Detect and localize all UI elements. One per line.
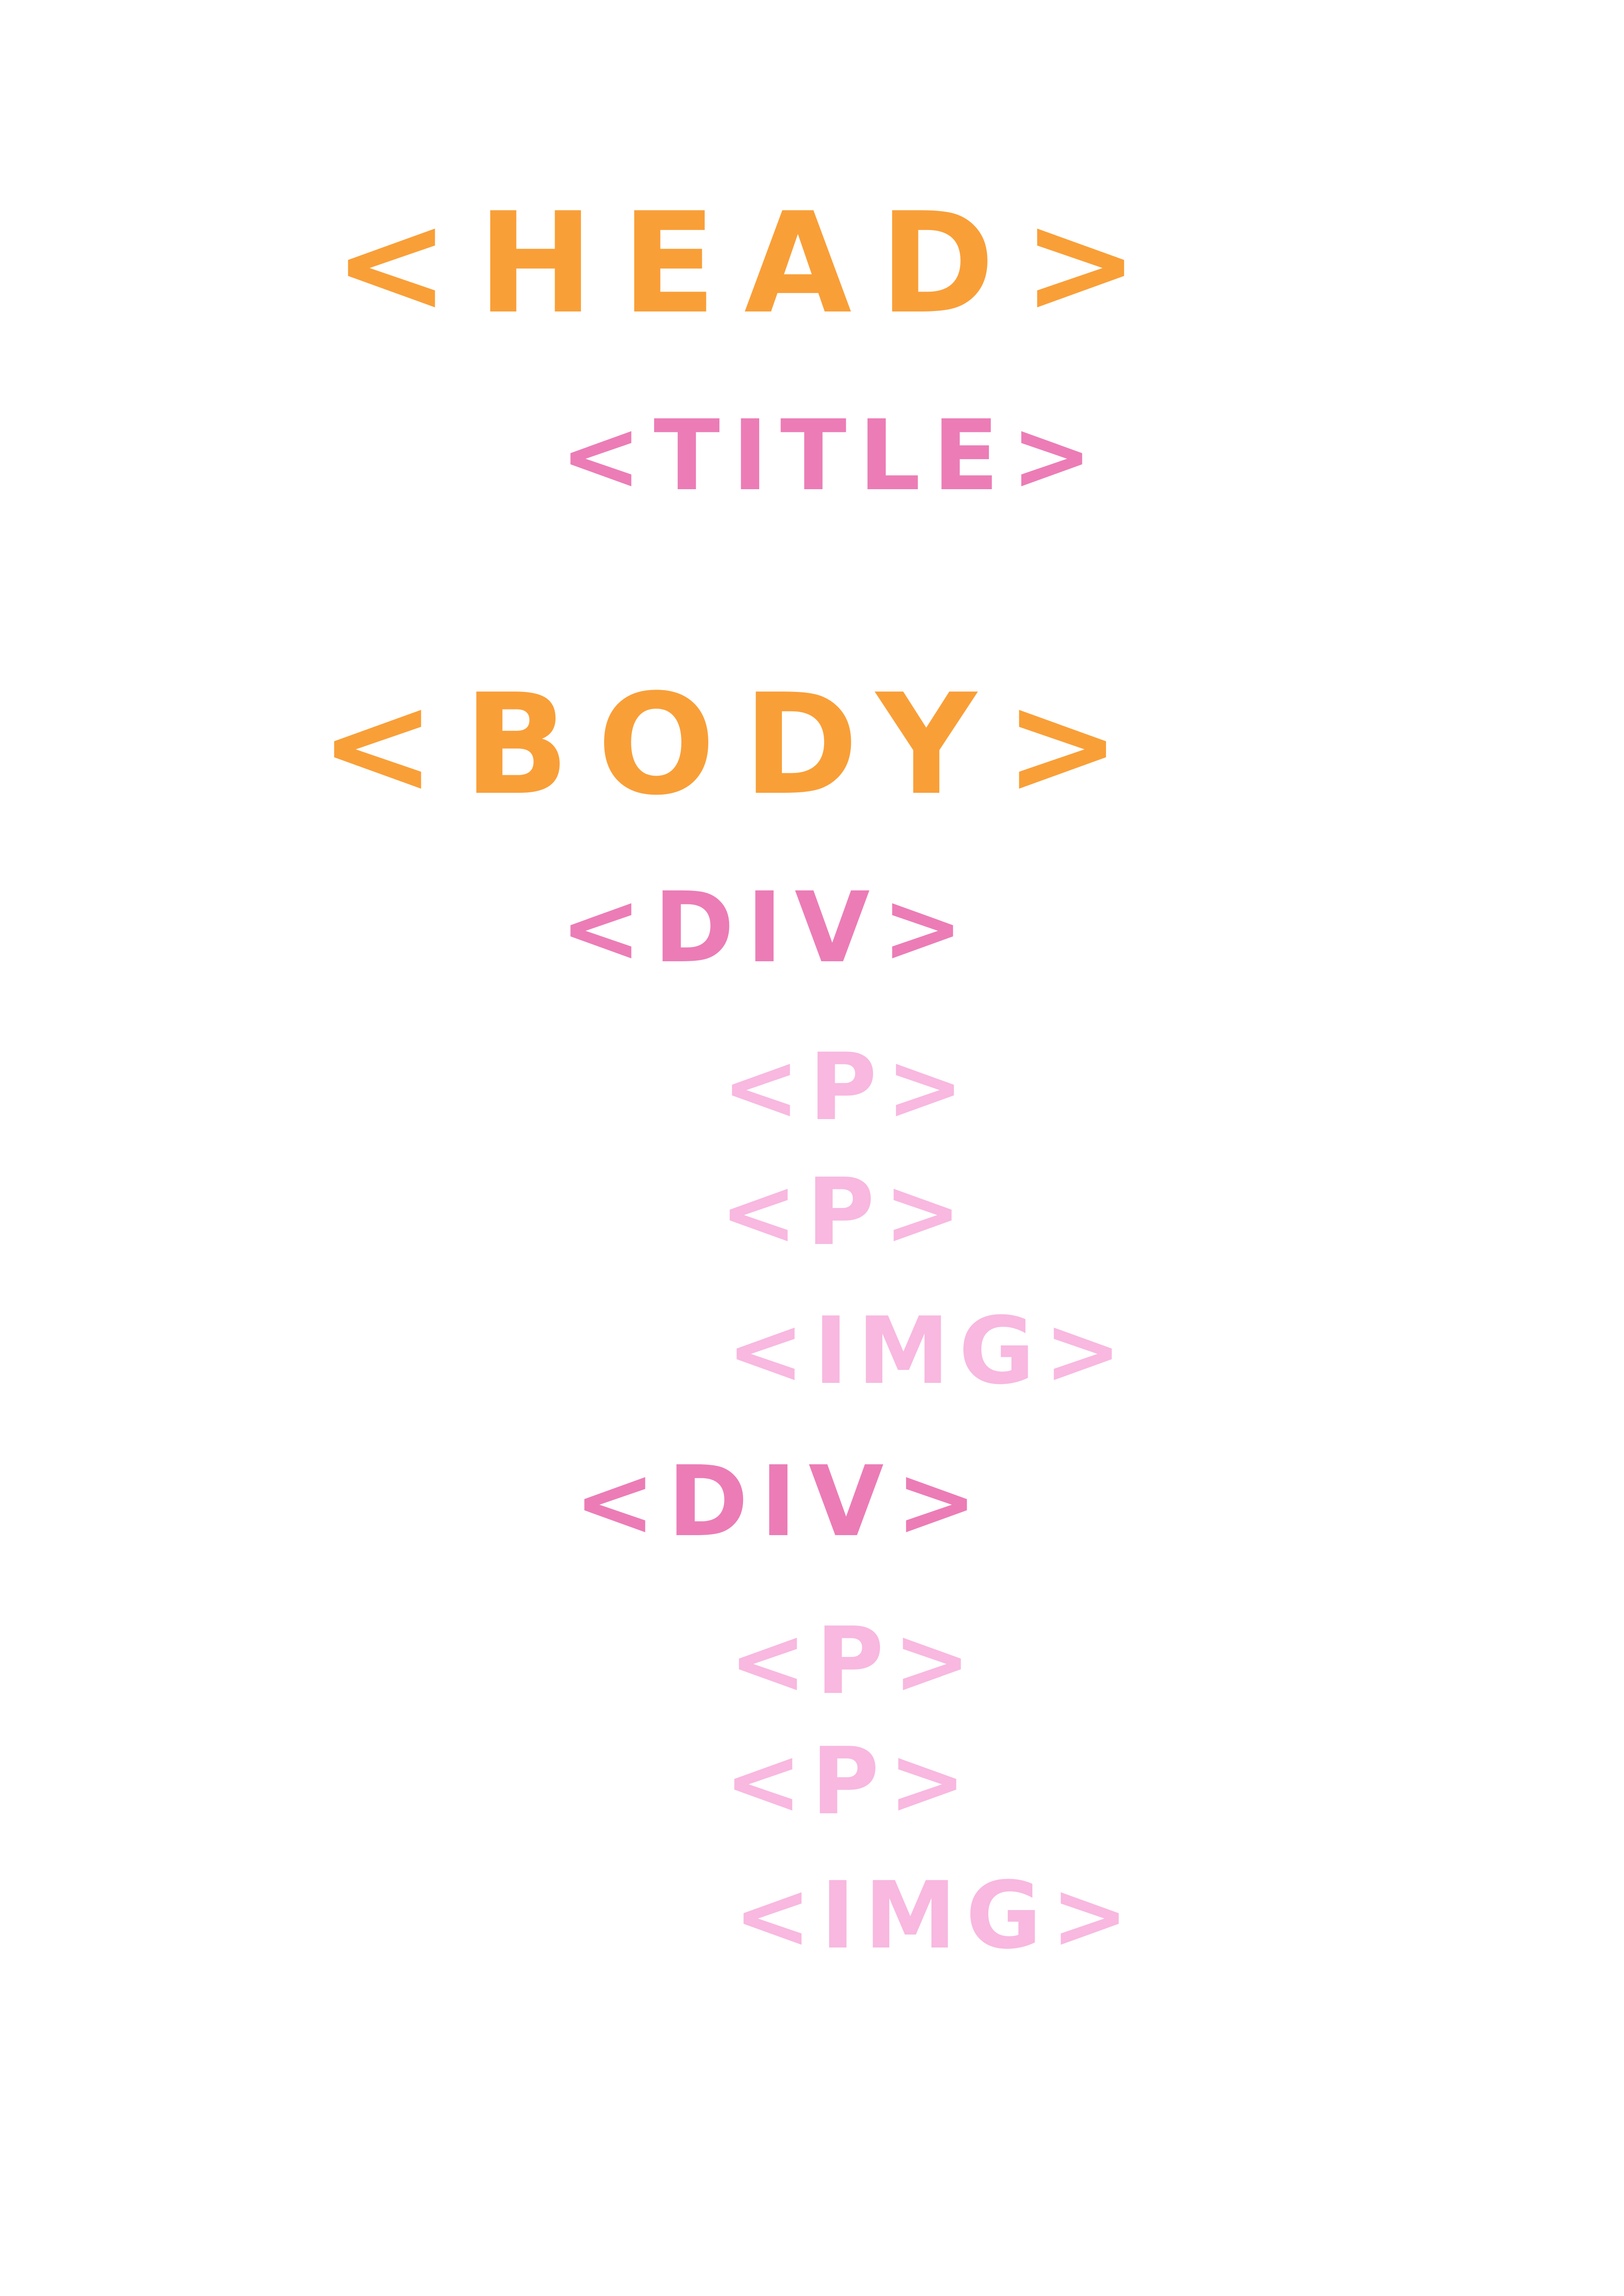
p-tag: <P> xyxy=(720,1158,971,1266)
p-tag: <P> xyxy=(722,1033,973,1141)
head-tag: <HEAD> xyxy=(333,183,1167,344)
div-tag: <DIV> xyxy=(574,1445,989,1558)
title-tag: <TITLE> xyxy=(560,399,1105,512)
p-tag: <P> xyxy=(725,1728,975,1836)
p-tag: <P> xyxy=(729,1607,980,1715)
img-tag: <IMG> xyxy=(727,1297,1131,1405)
body-tag: <BODY> xyxy=(319,664,1149,826)
div-tag: <DIV> xyxy=(560,871,975,984)
img-tag: <IMG> xyxy=(734,1862,1138,1970)
